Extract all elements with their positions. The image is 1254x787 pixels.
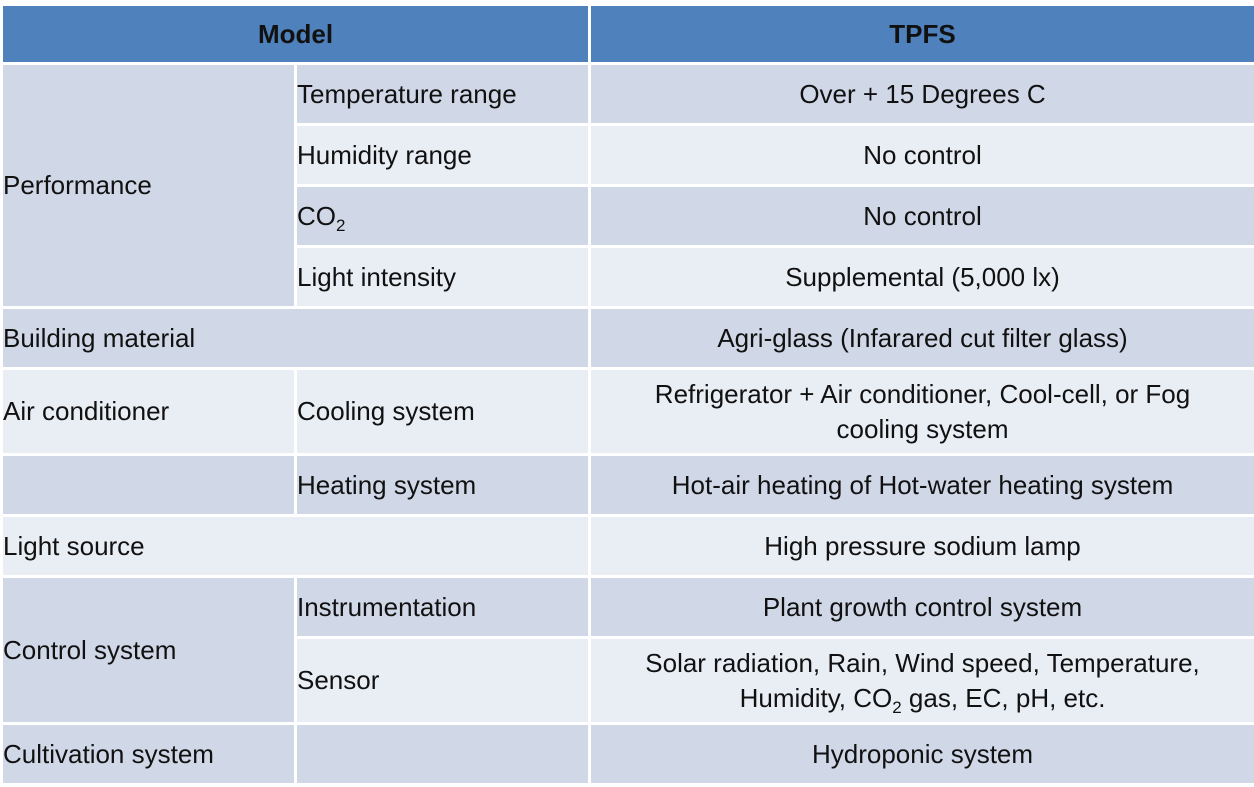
sensor-value: Solar radiation, Rain, Wind speed, Tempe… (588, 636, 1254, 725)
table-row: Air conditioner Cooling system Refrigera… (0, 367, 1254, 456)
table-row: Sensor Solar radiation, Rain, Wind speed… (2, 636, 1254, 725)
light-source-value: High pressure sodium lamp (588, 514, 1254, 578)
table-row: Humidity range No control (2, 123, 1254, 187)
performance-label: Performance (0, 62, 297, 309)
heating-label: Heating system (293, 453, 592, 517)
header-model: Model (0, 3, 592, 65)
cultivation-value: Hydroponic system (588, 722, 1254, 786)
instrumentation-value: Plant growth control system (588, 575, 1254, 639)
co2-value: No control (588, 184, 1254, 248)
sensor-value-line1: Solar radiation, Rain, Wind speed, Tempe… (645, 647, 1200, 678)
co2-label: CO2 (293, 184, 592, 248)
light-source-label: Light source (0, 514, 592, 578)
sensor-value-line2a: Humidity, CO (739, 682, 893, 713)
spec-table: Model TPFS Performance Temperature range… (0, 3, 1254, 786)
table-row: Heating system Hot-air heating of Hot-wa… (0, 453, 1254, 517)
temperature-label: Temperature range (293, 62, 592, 126)
table-row: Cultivation system Hydroponic system (0, 722, 1254, 786)
co2-label-subscript: 2 (336, 215, 346, 235)
table-row: CO2 No control (2, 184, 1254, 248)
header-tpfs: TPFS (588, 3, 1254, 65)
table-row: Performance Temperature range Over + 15 … (0, 62, 1254, 309)
cooling-value-line2: cooling system (836, 413, 1009, 444)
humidity-label: Humidity range (293, 123, 592, 187)
air-conditioner-label: Air conditioner (0, 367, 297, 456)
building-material-label: Building material (0, 306, 592, 370)
heating-value: Hot-air heating of Hot-water heating sys… (588, 453, 1254, 517)
table-row: Light source High pressure sodium lamp (0, 514, 1254, 578)
table-row: Building material Agri-glass (Infarared … (0, 306, 1254, 370)
cooling-label: Cooling system (293, 367, 592, 456)
cooling-value-line1: Refrigerator + Air conditioner, Cool-cel… (654, 378, 1191, 409)
sensor-co2-subscript: 2 (892, 697, 902, 717)
empty-cell (293, 722, 592, 786)
table-row: Control system Instrumentation Plant gro… (0, 575, 1254, 725)
cooling-value: Refrigerator + Air conditioner, Cool-cel… (588, 367, 1254, 456)
sensor-label: Sensor (293, 636, 592, 725)
light-intensity-value: Supplemental (5,000 lx) (588, 245, 1254, 309)
header-row: Model TPFS (0, 3, 1254, 65)
control-system-label: Control system (0, 575, 297, 725)
table-row: Light intensity Supplemental (5,000 lx) (2, 245, 1254, 309)
empty-cell (0, 453, 297, 517)
humidity-value: No control (588, 123, 1254, 187)
building-material-value: Agri-glass (Infarared cut filter glass) (588, 306, 1254, 370)
cultivation-label: Cultivation system (0, 722, 297, 786)
co2-label-main: CO (297, 200, 336, 231)
light-intensity-label: Light intensity (293, 245, 592, 309)
temperature-value: Over + 15 Degrees C (588, 62, 1254, 126)
sensor-value-line2b: gas, EC, pH, etc. (901, 682, 1106, 713)
instrumentation-label: Instrumentation (293, 575, 592, 639)
